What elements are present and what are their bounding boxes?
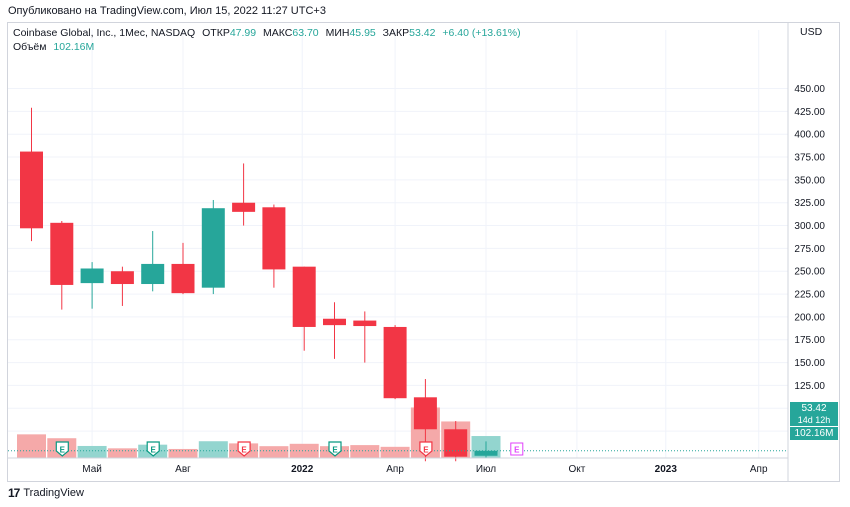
y-tick-label: 275.00 [794,244,825,255]
x-tick-label: 2023 [655,464,678,475]
volume-bar [380,446,410,458]
earnings-marker-label: E [151,446,157,455]
candle-body [171,263,195,294]
earnings-marker-label: E [332,446,338,455]
earnings-marker-icon [328,441,342,457]
earnings-marker-label: E [514,446,520,455]
volume-bar [198,441,228,458]
y-tick-label: 425.00 [794,107,825,118]
earnings-marker-icon [237,441,251,457]
volume-bar [350,445,380,458]
earnings-marker-future-icon [510,442,524,456]
y-tick-label: 450.00 [794,84,825,95]
footer-logo-text[interactable]: TradingView [23,487,84,499]
candle-body [353,320,377,327]
y-tick-label: 150.00 [794,358,825,369]
candle-body [201,208,225,288]
close-label: ЗАКР [382,27,410,39]
chart-frame [7,22,840,482]
candle-body [383,326,407,399]
published-caption: Опубликовано на TradingView.com, Июл 15,… [8,5,326,17]
y-tick-label: 300.00 [794,221,825,232]
y-tick-label: 325.00 [794,198,825,209]
tradingview-logo-icon[interactable]: 17 [8,486,20,500]
y-tick-label: 375.00 [794,153,825,164]
candle-body [262,207,286,270]
candle-body [141,263,165,285]
earnings-marker-icon [55,441,69,457]
earnings-marker-label: E [60,446,66,455]
candle-body [323,318,346,326]
candle-body [232,202,256,212]
y-tick-label: 250.00 [794,267,825,278]
x-tick-label: Апр [750,464,768,475]
footer: 17 TradingView [8,486,84,500]
low-label: МИН [325,27,350,39]
volume-bar [107,448,137,458]
last-price-tag: 53.42 [790,402,838,415]
volume-legend: Объём 102.16M [13,41,94,53]
x-tick-label: Окт [568,464,585,475]
ohlc-legend: Coinbase Global, Inc., 1Мес, NASDAQ ОТКР… [13,27,521,39]
x-tick-label: Июл [476,464,496,475]
volume-bar [168,448,198,458]
open-label: ОТКР [202,27,230,39]
countdown-tag: 14d 12h [790,415,838,426]
volume-bar [259,446,289,458]
volume-value: 102.16M [53,41,95,53]
x-tick-label: 2022 [291,464,314,475]
instrument-name: Coinbase Global, Inc., 1Мес, NASDAQ [13,27,196,39]
y-tick-label: 200.00 [794,312,825,323]
high-label: МАКС [263,27,293,39]
x-tick-label: Май [82,464,102,475]
high-value: 63.70 [292,27,319,39]
candle-body [110,271,134,285]
volume-tag: 102.16M [790,427,838,440]
currency-label: USD [800,26,823,38]
volume-label: Объём [13,41,47,53]
low-value: 45.95 [349,27,376,39]
candle-body [413,397,437,430]
y-tick-label: 225.00 [794,290,825,301]
candle-body [444,429,468,457]
close-value: 53.42 [409,27,436,39]
volume-bar [17,434,46,458]
candle-body [292,266,316,327]
change-value: +6.40 (+13.61%) [442,27,521,39]
volume-bar [289,443,319,458]
candle-body [80,268,104,284]
y-tick-label: 400.00 [794,130,825,141]
open-value: 47.99 [229,27,257,39]
y-tick-label: 125.00 [794,381,825,392]
candle-body [474,450,498,456]
earnings-marker-icon [146,441,160,457]
earnings-marker-label: E [423,446,429,455]
x-tick-label: Авг [175,464,191,475]
earnings-marker-label: E [241,446,247,455]
x-tick-label: Апр [386,464,404,475]
candle-body [50,222,74,285]
candle-body [20,151,43,229]
volume-bar [77,445,107,458]
y-tick-label: 175.00 [794,335,825,346]
y-tick-label: 350.00 [794,175,825,186]
earnings-marker-icon [419,441,433,457]
